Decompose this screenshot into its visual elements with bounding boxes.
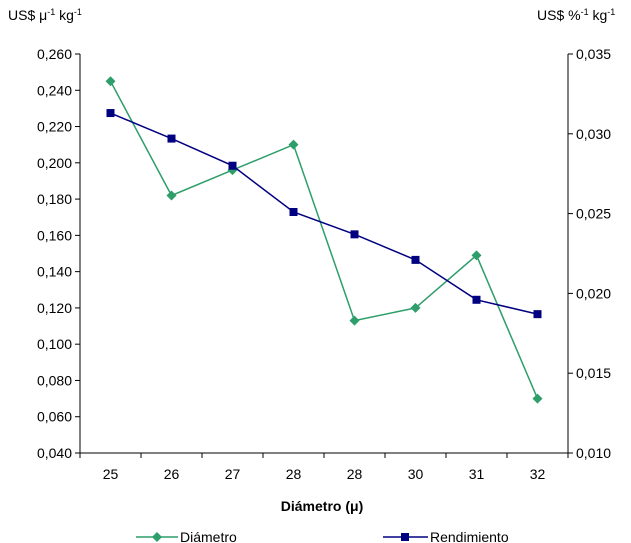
left-tick-label: 0,220 [37,119,72,135]
right-tick-label: 0,020 [576,285,611,301]
data-point [166,190,177,201]
legend: Diámetro Rendimiento [136,529,509,543]
data-point [228,161,237,170]
data-point [106,109,115,118]
data-point [289,208,298,217]
series-diametro [105,76,543,404]
left-tick-label: 0,240 [37,82,72,98]
left-tick-label: 0,100 [37,336,72,352]
data-point [167,134,176,143]
right-tick-label: 0,010 [576,445,611,461]
data-point [472,295,481,304]
x-tick-label: 28 [347,466,363,482]
left-tick-label: 0,180 [37,191,72,207]
x-axis-ticks: 25 26 27 28 28 30 31 32 [79,453,569,482]
data-point [349,315,360,326]
left-tick-label: 0,140 [37,264,72,280]
data-point [105,76,116,87]
data-point [410,302,421,313]
right-axis-ticks: 0,010 0,015 0,020 0,025 0,030 0,035 [568,46,611,461]
left-tick-label: 0,120 [37,300,72,316]
right-tick-label: 0,030 [576,126,611,142]
legend-marker-diametro [152,532,162,542]
data-point [533,310,542,319]
x-tick-label: 28 [286,466,302,482]
left-tick-label: 0,200 [37,155,72,171]
x-tick-label: 27 [225,466,241,482]
series-rendimiento [106,109,542,319]
series-line [110,112,538,315]
legend-label-diametro: Diámetro [180,529,237,543]
data-point [288,139,299,150]
legend-marker-rendimiento [401,533,409,541]
data-point [411,255,420,264]
axes [79,54,569,454]
x-tick-label: 32 [530,466,546,482]
data-point [350,230,359,239]
right-tick-label: 0,035 [576,46,611,62]
right-tick-label: 0,025 [576,206,611,222]
left-axis-ticks: 0,040 0,060 0,080 0,100 0,120 0,140 0,160 0,180… [37,46,80,461]
right-axis-unit: US$ %-1 kg-1 [537,7,615,23]
left-axis-unit: US$ μ-1 kg-1 [8,7,82,23]
series-line [109,80,539,399]
x-tick-label: 26 [164,466,180,482]
data-point [471,250,482,261]
x-axis-title: Diámetro (μ) [281,498,363,514]
right-tick-label: 0,015 [576,365,611,381]
x-tick-label: 25 [103,466,119,482]
left-tick-label: 0,160 [37,227,72,243]
left-tick-label: 0,080 [37,372,72,388]
left-tick-label: 0,040 [37,445,72,461]
series-layer [105,76,543,404]
left-tick-label: 0,260 [37,46,72,62]
left-tick-label: 0,060 [37,409,72,425]
x-tick-label: 30 [408,466,424,482]
x-tick-label: 31 [469,466,485,482]
legend-label-rendimiento: Rendimiento [430,529,509,543]
data-point [532,393,543,404]
